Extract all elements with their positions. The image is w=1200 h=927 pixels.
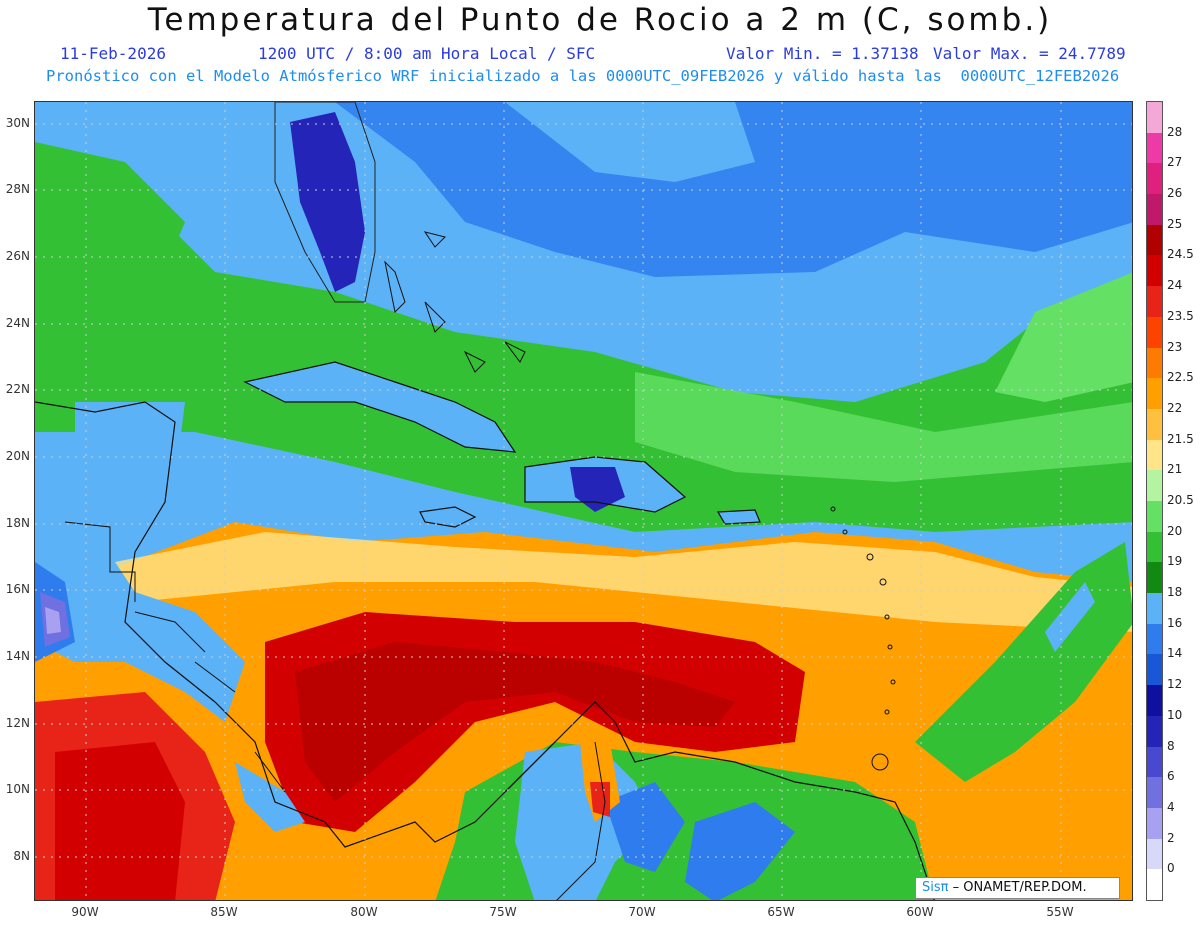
colorbar-label: 6 (1167, 769, 1175, 784)
min-value: Valor Min. = 1.37138 (726, 44, 919, 63)
valid-date: 11-Feb-2026 (60, 44, 166, 63)
colorbar-label: 22.5 (1167, 370, 1194, 385)
colorbar-label: 23.5 (1167, 308, 1194, 323)
lon-label-60w: 60W (906, 905, 934, 919)
dewpoint-field (35, 102, 1132, 900)
valid-time: 1200 UTC / 8:00 am Hora Local / SFC (258, 44, 596, 63)
colorbar-label: 10 (1167, 707, 1183, 722)
colorbar-segment (1147, 685, 1162, 717)
colorbar-label: 0 (1167, 861, 1175, 876)
sispi-logo: Sisπ (922, 880, 949, 895)
lon-label-85w: 85W (210, 905, 238, 919)
colorbar-segment (1147, 807, 1162, 840)
lat-label-8n: 8N (13, 849, 30, 863)
colorbar-label: 23 (1167, 339, 1183, 354)
lon-label-75w: 75W (489, 905, 517, 919)
colorbar-label: 8 (1167, 738, 1175, 753)
lat-label-20n: 20N (5, 449, 30, 463)
lat-label-30n: 30N (5, 116, 30, 130)
lat-label-26n: 26N (5, 249, 30, 263)
colorbar-label: 21.5 (1167, 431, 1194, 446)
colorbar-label: 12 (1167, 677, 1183, 692)
colorbar-segment (1147, 408, 1162, 441)
lat-label-16n: 16N (5, 582, 30, 596)
lat-label-14n: 14N (5, 649, 30, 663)
model-description: Pronóstico con el Modelo Atmósferico WRF… (46, 67, 1120, 85)
lat-label-24n: 24N (5, 316, 30, 330)
lon-label-55w: 55W (1046, 905, 1074, 919)
colorbar-label: 22 (1167, 400, 1183, 415)
colorbar-label: 21 (1167, 462, 1183, 477)
colorbar-label: 20.5 (1167, 493, 1194, 507)
colorbar-segment (1147, 470, 1162, 502)
colorbar-label: 16 (1167, 615, 1183, 630)
colorbar-segment (1147, 654, 1162, 686)
colorbar-segment (1147, 838, 1162, 870)
colorbar-label: 19 (1167, 554, 1183, 569)
lat-label-10n: 10N (5, 782, 30, 796)
colorbar-segment (1147, 439, 1162, 471)
map-panel[interactable] (34, 101, 1133, 901)
graticule-grid (35, 102, 1132, 900)
map-title: Temperatura del Punto de Rocio a 2 m (C,… (147, 2, 1053, 38)
colorbar-label: 18 (1167, 585, 1183, 600)
lon-label-90w: 90W (71, 905, 99, 919)
colorbar-segment (1147, 347, 1162, 379)
lon-label-65w: 65W (767, 905, 795, 919)
colorbar-segment (1147, 562, 1162, 594)
colorbar-label: 24 (1167, 278, 1183, 293)
max-value: Valor Max. = 24.7789 (933, 44, 1126, 63)
colorbar-label: 14 (1167, 646, 1183, 661)
colorbar-segment (1147, 316, 1162, 349)
colorbar-segment (1147, 194, 1162, 226)
colorbar-label: 4 (1167, 799, 1175, 814)
colorbar-label: 27 (1167, 155, 1183, 170)
credit-text: – ONAMET/REP.DOM. (948, 880, 1087, 895)
colorbar-segment (1147, 715, 1162, 748)
lon-label-70w: 70W (628, 905, 656, 919)
credit-box: Sisπ – ONAMET/REP.DOM. (915, 877, 1120, 899)
colorbar-label: 26 (1167, 186, 1183, 201)
colorbar-segment (1147, 224, 1162, 256)
colorbar-segment (1147, 163, 1162, 195)
colorbar-label: 25 (1167, 216, 1183, 231)
lat-label-12n: 12N (5, 716, 30, 730)
lon-label-80w: 80W (350, 905, 378, 919)
colorbar-segment (1147, 746, 1162, 778)
colorbar-segment (1147, 777, 1162, 809)
colorbar-label: 28 (1167, 124, 1183, 139)
colorbar-segment (1147, 623, 1162, 655)
lat-label-22n: 22N (5, 382, 30, 396)
colorbar-segment (1147, 501, 1162, 533)
colorbar-segment (1147, 255, 1162, 287)
colorbar-segment (1147, 378, 1162, 410)
colorbar-label: 24.5 (1167, 247, 1194, 262)
lat-label-28n: 28N (5, 182, 30, 196)
colorbar-label: 2 (1167, 830, 1175, 845)
colorbar-segment (1147, 286, 1162, 318)
colorbar (1146, 101, 1163, 901)
colorbar-label: 20 (1167, 523, 1183, 538)
colorbar-segment (1147, 869, 1162, 901)
lat-label-18n: 18N (5, 516, 30, 530)
colorbar-segment (1147, 132, 1162, 164)
colorbar-segment (1147, 102, 1162, 134)
colorbar-segment (1147, 531, 1162, 563)
colorbar-segment (1147, 593, 1162, 625)
